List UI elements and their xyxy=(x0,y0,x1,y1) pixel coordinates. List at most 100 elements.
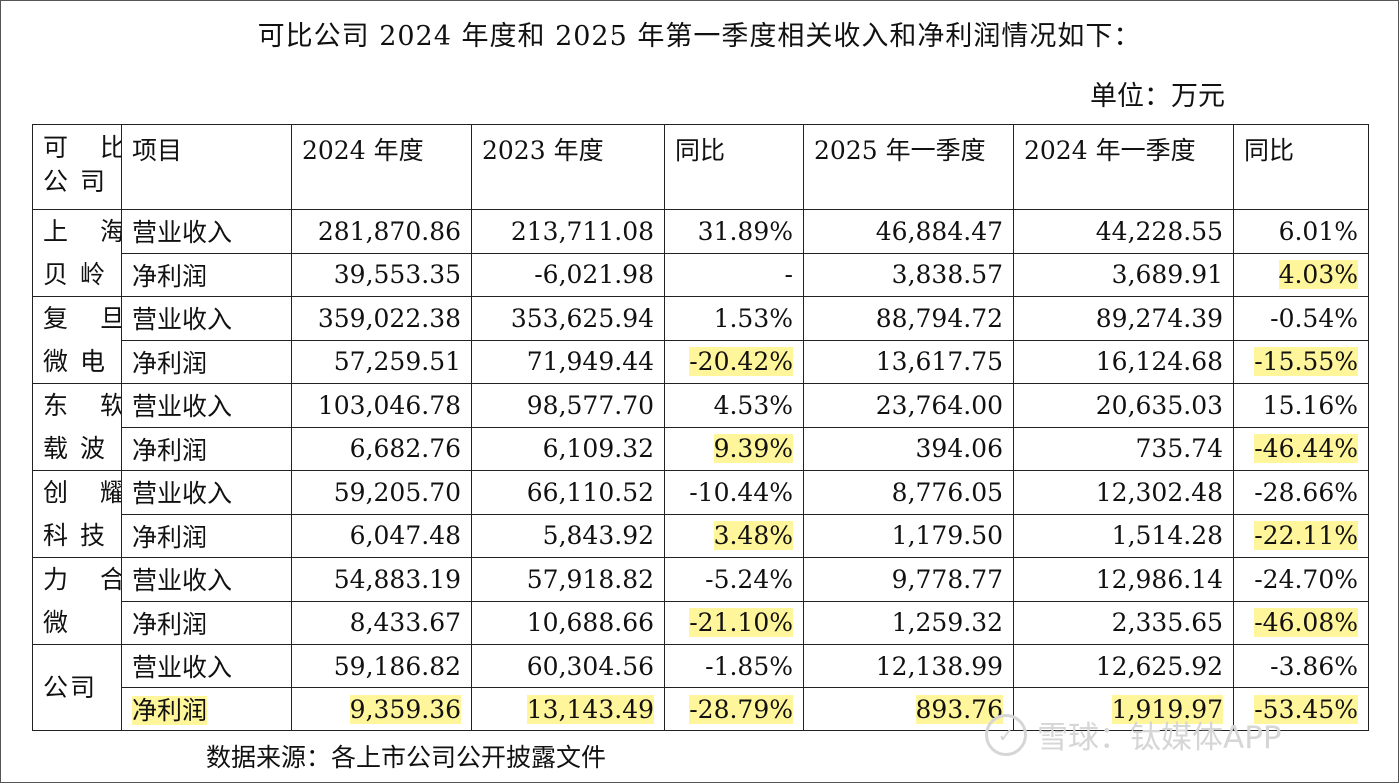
value-cell-2025q1: 13,617.75 xyxy=(803,339,1014,384)
company-name-cell: 东 软载波 xyxy=(32,383,122,471)
value-text: 735.74 xyxy=(1135,434,1223,464)
company-name-line: 科技 xyxy=(43,521,118,550)
value-cell-2025q1: 23,764.00 xyxy=(803,383,1014,428)
value-text: 9,778.77 xyxy=(891,564,1003,594)
value-text: -24.70% xyxy=(1254,564,1358,594)
table-row: 上 海贝岭营业收入 281,870.86 213,711.08 31.89% 46,88… xyxy=(32,209,1369,297)
value-cell-yoy-annual: 4.53% xyxy=(664,383,804,428)
value-text: -28.66% xyxy=(1254,477,1358,507)
header-company-line1: 可 比 xyxy=(43,133,121,162)
value-text: 57,259.51 xyxy=(333,347,461,377)
value-cell-2024q1: 1,919.97 xyxy=(1013,687,1234,731)
item-cell: 净利润 xyxy=(121,252,292,297)
value-text: 89,274.39 xyxy=(1095,303,1223,333)
company-name-line: 力 合 xyxy=(43,565,121,594)
item-label: 营业收入 xyxy=(132,566,233,596)
item-cell: 营业收入 xyxy=(121,557,292,602)
value-text: 98,577.70 xyxy=(526,390,654,420)
item-cell: 营业收入 xyxy=(121,470,292,515)
value-cell-2024q1: 89,274.39 xyxy=(1013,296,1234,341)
value-cell-2023: 10,688.66 xyxy=(471,600,665,645)
item-cell: 净利润 xyxy=(121,339,292,384)
company-name-line: 载波 xyxy=(43,434,118,463)
item-cell: 净利润 xyxy=(121,600,292,645)
item-cell: 净利润 xyxy=(121,513,292,558)
item-label: 净利润 xyxy=(132,609,208,639)
company-name-cell: 力 合微 xyxy=(32,557,122,645)
value-cell-2024: 39,553.35 xyxy=(291,252,472,297)
value-text: 353,625.94 xyxy=(510,303,654,333)
table-row: 净利润 57,259.51 71,949.44 -20.42% 13,617.75 16,… xyxy=(33,339,1369,384)
value-cell-2024q1: 12,986.14 xyxy=(1013,557,1234,602)
value-text: 13,617.75 xyxy=(875,347,1003,377)
value-cell-yoy-quarter: 15.16% xyxy=(1233,383,1369,428)
value-cell-2024: 8,433.67 xyxy=(291,600,472,645)
column-header-2023: 2023 年度 xyxy=(471,124,665,210)
value-cell-2025q1: 3,838.57 xyxy=(803,252,1014,297)
value-text: -22.11% xyxy=(1254,521,1358,551)
item-cell: 净利润 xyxy=(121,687,292,731)
value-text: 46,884.47 xyxy=(875,216,1003,246)
value-cell-yoy-annual: -20.42% xyxy=(664,339,804,384)
item-label: 营业收入 xyxy=(132,392,233,422)
source-note: 数据来源：各上市公司公开披露文件 xyxy=(206,743,607,772)
value-text: 8,433.67 xyxy=(349,608,461,638)
value-text: 57,918.82 xyxy=(526,564,654,594)
item-cell: 营业收入 xyxy=(121,383,292,428)
item-label: 净利润 xyxy=(132,348,208,378)
table-header-row: 可 比公司 项目 2024 年度 2023 年度 同比 2025 年一季度 20… xyxy=(32,124,1369,210)
table-row: 力 合微营业收入54,883.1957,918.82-5.24%9,778.77… xyxy=(32,557,1369,645)
value-cell-2023: 66,110.52 xyxy=(471,470,665,515)
value-cell-2023: 6,109.32 xyxy=(471,426,665,471)
value-text: 6,682.76 xyxy=(349,434,461,464)
value-cell-yoy-quarter: 6.01% xyxy=(1233,209,1369,254)
value-text: 44,228.55 xyxy=(1095,216,1223,246)
value-text: -46.44% xyxy=(1254,434,1358,464)
value-text: 12,986.14 xyxy=(1095,564,1223,594)
value-text: 359,022.38 xyxy=(317,303,461,333)
company-name-cell: 复 旦微电 xyxy=(32,296,122,384)
company-name-line: 创 耀 xyxy=(43,478,121,507)
item-cell: 营业收入 xyxy=(121,296,292,341)
value-text: 5,843.92 xyxy=(542,521,654,551)
value-text: -53.45% xyxy=(1254,694,1358,724)
value-cell-2024: 9,359.36 xyxy=(291,687,472,731)
value-text: 15.16% xyxy=(1262,390,1358,420)
value-cell-yoy-annual: 31.89% xyxy=(664,209,804,254)
item-label: 净利润 xyxy=(132,522,208,552)
value-cell-2024: 59,205.70 xyxy=(291,470,472,515)
value-cell-2024: 103,046.78 xyxy=(291,383,472,428)
value-cell-yoy-quarter: -22.11% xyxy=(1233,513,1369,558)
value-text: 12,302.48 xyxy=(1095,477,1223,507)
value-cell-yoy-quarter: 4.03% xyxy=(1233,252,1369,297)
value-cell-2024: 54,883.19 xyxy=(291,557,472,602)
value-cell-2023: 5,843.92 xyxy=(471,513,665,558)
value-cell-2025q1: 893.76 xyxy=(803,687,1014,731)
value-text: 54,883.19 xyxy=(333,564,461,594)
value-cell-2024q1: 12,302.48 xyxy=(1013,470,1234,515)
value-cell-2024q1: 44,228.55 xyxy=(1013,209,1234,254)
value-cell-2025q1: 9,778.77 xyxy=(803,557,1014,602)
company-name-line: 复 旦 xyxy=(43,304,121,333)
value-cell-2023: 57,918.82 xyxy=(471,557,665,602)
value-text: 281,870.86 xyxy=(317,216,461,246)
value-text: 3.48% xyxy=(713,521,793,551)
value-cell-2024: 6,047.48 xyxy=(291,513,472,558)
value-cell-2024q1: 16,124.68 xyxy=(1013,339,1234,384)
table-row: 公司 营业收入 59,186.82 60,304.56 -1.85% 12,138.99 1… xyxy=(32,644,1369,731)
financial-comparison-table: 可 比公司 项目 2024 年度 2023 年度 同比 2025 年一季度 20… xyxy=(32,124,1369,731)
table-body: 上 海贝岭营业收入 281,870.86 213,711.08 31.89% 46,88… xyxy=(32,209,1369,731)
value-text: 1,514.28 xyxy=(1111,521,1223,551)
value-text: 13,143.49 xyxy=(526,694,654,724)
table-row: 净利润 9,359.36 13,143.49 -28.79% 893.76 1,919.9… xyxy=(33,687,1369,731)
value-text: 9,359.36 xyxy=(349,694,461,724)
value-text: 31.89% xyxy=(697,216,793,246)
table-row: 净利润 8,433.67 10,688.66 -21.10% 1,259.32 2,335… xyxy=(33,600,1369,645)
value-cell-2023: 213,711.08 xyxy=(471,209,665,254)
value-cell-2025q1: 46,884.47 xyxy=(803,209,1014,254)
value-text: 59,186.82 xyxy=(333,651,461,681)
watermark: ✓ 雪球：钛媒体APP xyxy=(985,712,1282,757)
value-text: 23,764.00 xyxy=(875,390,1003,420)
value-cell-yoy-quarter: -28.66% xyxy=(1233,470,1369,515)
value-text: 9.39% xyxy=(713,434,793,464)
